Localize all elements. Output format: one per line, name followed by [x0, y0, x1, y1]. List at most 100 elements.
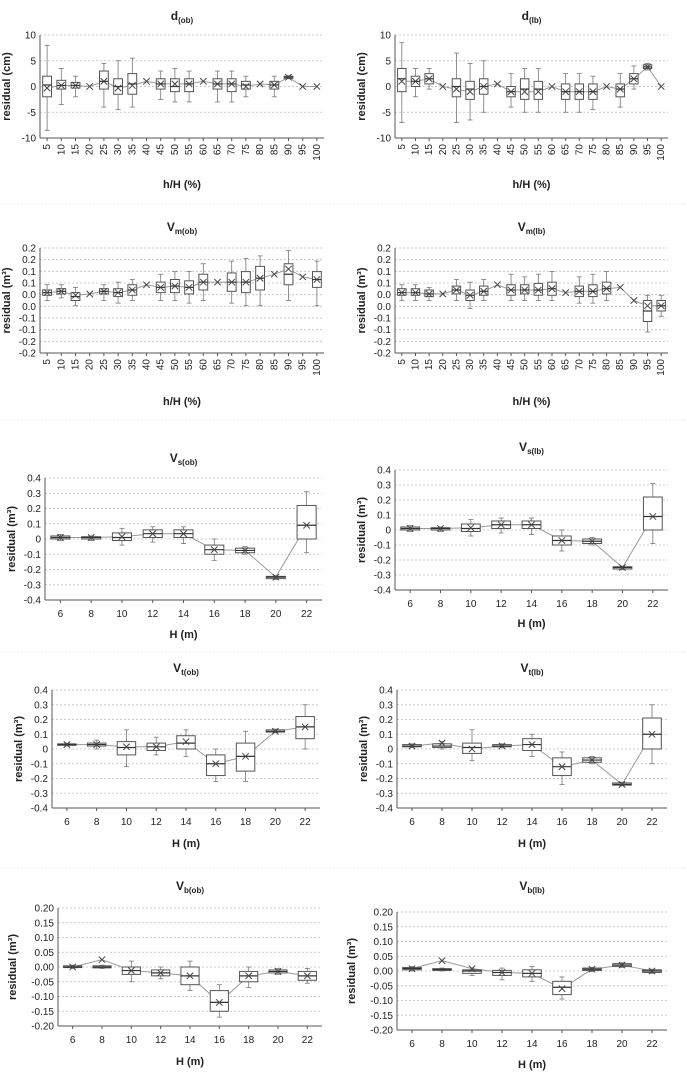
x-tick-label: 8: [439, 817, 445, 828]
chart-title-main: V: [519, 879, 527, 893]
chart-title-sub: s(lb): [527, 447, 544, 456]
y-tick-label: 0.3: [34, 700, 48, 711]
mean-marker: [98, 956, 106, 964]
box-45: [155, 70, 166, 100]
y-tick-label: 0.1: [34, 730, 48, 741]
mean-marker: [497, 521, 505, 529]
x-tick-label: 12: [147, 609, 159, 620]
y-tick-label: 0.4: [377, 466, 391, 477]
mean-marker: [270, 81, 278, 89]
box-10: [56, 68, 67, 105]
y-tick-label: -5: [27, 108, 36, 119]
box-body: [465, 80, 475, 100]
x-tick-label: 70: [574, 144, 585, 156]
x-axis-label: H (m): [169, 629, 197, 641]
mean-marker: [213, 80, 222, 88]
y-tick-label: -0.4: [31, 804, 49, 815]
x-axis-label: h/H (%): [513, 179, 551, 191]
x-tick-label: 12: [496, 1039, 508, 1050]
box-16: [206, 748, 226, 782]
box-body: [552, 980, 572, 996]
x-tick-label: 30: [465, 144, 476, 156]
mean-marker: [228, 278, 236, 286]
chart-title: Vm(ob): [167, 220, 198, 236]
mean-marker: [241, 546, 249, 554]
chart-title-main: V: [167, 220, 175, 234]
mean-marker: [618, 563, 627, 572]
box-85: [616, 283, 624, 291]
box-65: [213, 278, 222, 286]
chart-title: Vs(ob): [170, 451, 198, 467]
y-tick-label: -0.10: [370, 996, 393, 1007]
chart-title-sub: t(lb): [528, 668, 543, 677]
x-tick-label: 100: [312, 144, 323, 161]
y-tick-label: 0: [385, 82, 391, 93]
box-body: [226, 78, 237, 93]
y-tick-label: 0.0: [377, 290, 391, 301]
y-tick-label: 10: [380, 31, 392, 42]
x-tick-label: 45: [156, 144, 167, 156]
x-tick-label: 10: [121, 817, 133, 828]
y-tick-label: 0.10: [35, 933, 55, 944]
x-tick-label: 75: [588, 359, 599, 371]
box-100: [311, 260, 322, 307]
mean-marker: [452, 286, 460, 294]
y-tick-label: 0.3: [27, 489, 41, 500]
x-tick-label: 15: [71, 144, 82, 156]
mean-marker: [149, 530, 157, 538]
mean-marker: [63, 741, 71, 749]
box-90: [283, 250, 294, 301]
x-tick-label: 90: [629, 144, 640, 156]
y-axis-label: residual (m³): [6, 506, 18, 572]
x-tick-label: 20: [85, 359, 96, 371]
mean-marker: [303, 521, 311, 529]
box-body: [642, 717, 662, 750]
x-tick-label: 70: [574, 359, 585, 371]
x-tick-label: 60: [198, 144, 209, 156]
box-100: [656, 294, 666, 317]
y-tick-label: 0.2: [377, 244, 391, 255]
box-20: [86, 290, 94, 298]
x-tick-label: 22: [646, 1039, 658, 1050]
box-12: [491, 517, 512, 534]
x-tick-label: 14: [180, 817, 192, 828]
mean-marker: [274, 967, 282, 975]
y-tick-label: 0.2: [377, 496, 391, 507]
box-18: [582, 755, 602, 765]
box-14: [176, 729, 196, 757]
box-5: [42, 44, 53, 131]
x-tick-label: 6: [64, 817, 70, 828]
y-tick-label: -0.20: [31, 1022, 54, 1033]
x-tick-label: 22: [302, 1035, 314, 1046]
y-tick-label: 0.1: [377, 511, 391, 522]
box-55: [184, 271, 195, 304]
y-axis-label: residual (m³): [356, 497, 368, 563]
chart-title: Vt(lb): [520, 661, 543, 677]
mean-marker: [436, 524, 445, 533]
mean-marker: [398, 289, 406, 297]
mean-marker: [425, 75, 433, 83]
x-tick-label: 85: [615, 144, 626, 156]
x-axis-label: H (m): [176, 1056, 204, 1068]
mean-marker: [558, 536, 566, 545]
box-22: [297, 968, 317, 984]
box-16: [209, 984, 229, 1018]
x-tick-label: 30: [113, 144, 124, 156]
x-tick-label: 22: [647, 599, 659, 610]
box-100: [657, 82, 665, 91]
y-tick-label: -0.4: [24, 596, 42, 607]
box-65: [560, 73, 571, 113]
chart-title-sub: m(ob): [175, 227, 198, 236]
box-65: [562, 289, 570, 297]
mean-marker: [398, 77, 406, 85]
chart-title-sub: t(ob): [181, 668, 199, 677]
y-tick-label: -0.1: [24, 550, 42, 561]
mean-marker: [245, 972, 253, 980]
x-tick-label: 10: [126, 1035, 138, 1046]
y-tick-label: -0.1: [19, 325, 37, 336]
x-tick-label: 80: [602, 359, 613, 371]
x-tick-label: 60: [547, 359, 558, 371]
x-tick-label: 20: [85, 144, 96, 156]
box-70: [574, 276, 585, 304]
